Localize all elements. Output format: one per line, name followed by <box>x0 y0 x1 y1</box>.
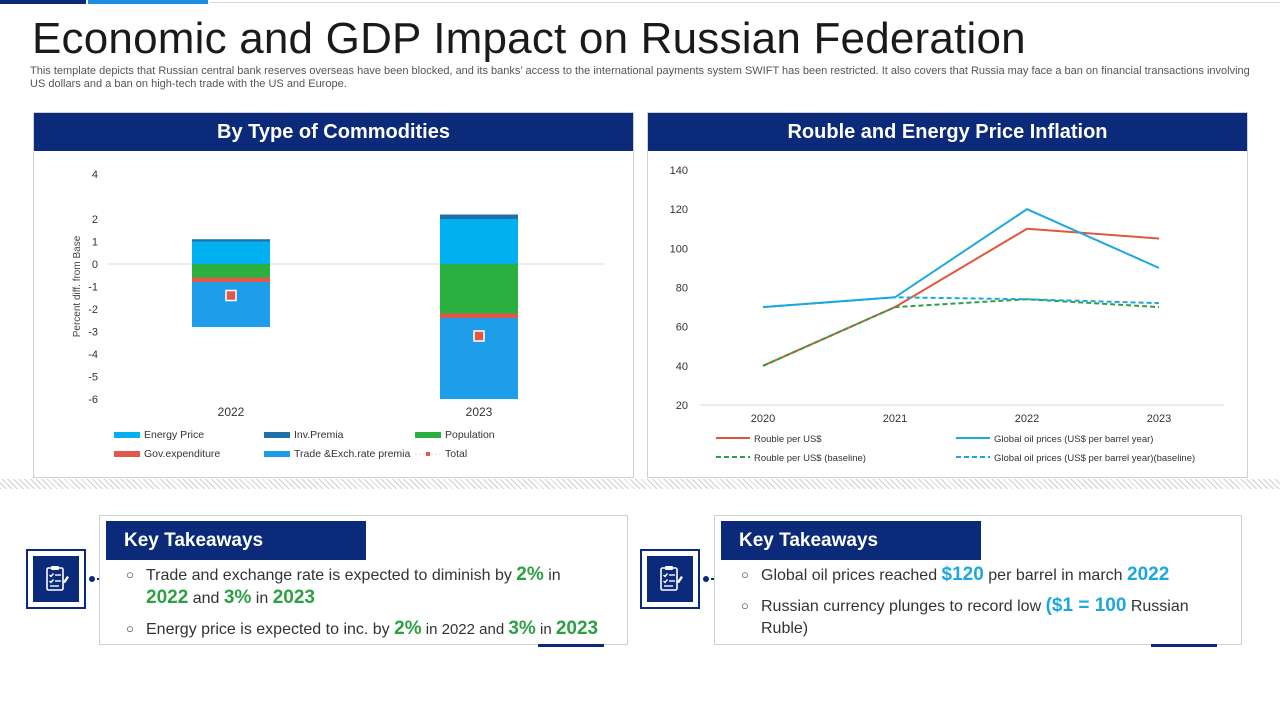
commodities-bar-chart: 4 2 1 0 -1 -2 -3 -4 -5 -6 Percent diff. from Base 2… <box>72 169 604 460</box>
top-accent-bar <box>0 0 1280 4</box>
legend-swatch <box>264 451 290 457</box>
bar-segment <box>192 277 270 282</box>
legend-label: Rouble per US$ (baseline) <box>754 453 866 464</box>
inflation-panel: Rouble and Energy Price Inflation 140 120… <box>647 112 1248 478</box>
takeaways-right-heading: Key Takeaways <box>721 521 981 560</box>
x-tick-label: 2023 <box>466 405 493 419</box>
y-tick-label: 40 <box>676 361 688 373</box>
legend-label: Trade &Exch.rate premia <box>294 448 410 460</box>
takeaways-left-heading: Key Takeaways <box>106 521 366 560</box>
commodities-panel: By Type of Commodities 4 2 1 0 -1 -2 -3 -4 -5 -6 P… <box>33 112 634 478</box>
series-line <box>762 208 1160 309</box>
hatched-divider <box>0 479 1280 489</box>
legend-label: Global oil prices (US$ per barrel year) <box>994 434 1153 445</box>
legend-swatch <box>264 432 290 438</box>
takeaway-left-item-1: Trade and exchange rate is expected to d… <box>126 564 617 610</box>
bar-segment <box>440 318 518 399</box>
page-title: Economic and GDP Impact on Russian Feder… <box>32 14 1026 63</box>
y-tick-label: 2 <box>92 214 98 226</box>
y-tick-label: 100 <box>670 243 688 255</box>
y-axis-label: Percent diff. from Base <box>72 235 83 337</box>
total-marker <box>225 289 237 302</box>
bar-segment <box>192 264 270 278</box>
takeaways-right-card: Key Takeaways Global oil prices reached … <box>714 515 1242 647</box>
y-tick-label: -1 <box>88 282 98 294</box>
y-tick-label: -5 <box>88 372 98 384</box>
bar-segment <box>192 241 270 264</box>
x-tick-label: 2022 <box>1015 413 1039 425</box>
legend-label: Global oil prices (US$ per barrel year)(… <box>994 453 1195 464</box>
bar-segment <box>440 264 518 314</box>
y-tick-label: 120 <box>670 204 688 216</box>
y-tick-label: -2 <box>88 304 98 316</box>
bar-segment <box>192 282 270 327</box>
y-tick-label: 60 <box>676 322 688 334</box>
connector-right <box>703 576 715 582</box>
y-tick-label: 0 <box>92 259 98 271</box>
y-tick-label: 80 <box>676 283 688 295</box>
x-tick-label: 2023 <box>1147 413 1171 425</box>
series-line <box>762 296 1160 309</box>
y-tick-label: 1 <box>92 237 98 249</box>
takeaways-right-underline <box>1151 644 1217 647</box>
legend-label: Gov.expenditure <box>144 448 220 460</box>
bar-segment <box>440 214 518 219</box>
legend-swatch <box>426 452 430 456</box>
total-marker <box>473 330 485 342</box>
y-tick-label: 140 <box>670 165 688 177</box>
bar-segment <box>440 313 518 318</box>
legend-swatch <box>415 432 441 438</box>
legend-label: Population <box>445 429 495 441</box>
bar-segment <box>192 239 270 242</box>
y-tick-label: -6 <box>88 394 98 406</box>
takeaway-right-item-1: Global oil prices reached $120 per barre… <box>741 564 1231 587</box>
series-line <box>762 227 1160 367</box>
bar-segment <box>440 219 518 264</box>
legend-label: Total <box>445 448 467 460</box>
takeaways-left-card: Key Takeaways Trade and exchange rate is… <box>99 515 628 647</box>
y-tick-label: -4 <box>88 349 98 361</box>
clipboard-checklist-icon <box>640 549 700 609</box>
x-tick-label: 2020 <box>751 413 775 425</box>
y-tick-label: -3 <box>88 327 98 339</box>
takeaways-left-underline <box>538 644 604 647</box>
legend-label: Inv.Premia <box>294 429 344 441</box>
x-tick-label: 2022 <box>218 405 245 419</box>
commodities-panel-heading: By Type of Commodities <box>34 113 633 151</box>
legend-swatch <box>114 451 140 457</box>
y-tick-label: 4 <box>92 169 98 181</box>
legend-swatch <box>114 432 140 438</box>
clipboard-checklist-icon <box>26 549 86 609</box>
legend-label: Rouble per US$ <box>754 434 822 445</box>
series-line <box>762 298 1160 367</box>
legend-label: Energy Price <box>144 429 204 441</box>
x-tick-label: 2021 <box>883 413 907 425</box>
y-tick-label: 20 <box>676 400 688 412</box>
takeaway-left-item-2: Energy price is expected to inc. by 2% i… <box>126 618 617 641</box>
page-subtitle: This template depicts that Russian centr… <box>30 65 1250 90</box>
inflation-panel-heading: Rouble and Energy Price Inflation <box>648 113 1247 151</box>
takeaway-right-item-2: Russian currency plunges to record low (… <box>741 595 1231 640</box>
